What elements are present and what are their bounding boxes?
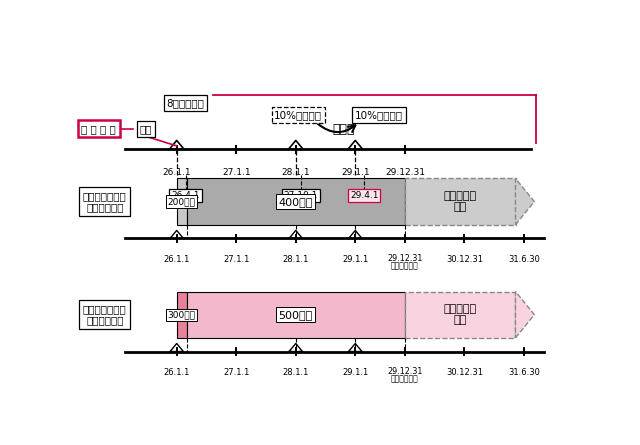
Text: 10%へ引上げ: 10%へ引上げ (355, 110, 403, 120)
Text: 30.12.31: 30.12.31 (446, 368, 483, 377)
Text: ５％: ５％ (140, 124, 152, 134)
Bar (187, 178, 405, 225)
Text: 500万円: 500万円 (278, 310, 313, 320)
Bar (405, 178, 516, 225)
Bar (187, 291, 405, 338)
Text: 27.1.1: 27.1.1 (222, 168, 250, 177)
Text: 31.6.30: 31.6.30 (508, 368, 540, 377)
FancyArrowPatch shape (317, 124, 355, 132)
Text: 8％へ引上げ: 8％へ引上げ (166, 98, 205, 108)
Text: 29.1.1: 29.1.1 (342, 368, 369, 377)
Polygon shape (515, 178, 534, 225)
Text: 住宅ローン控除
（一般住宅）: 住宅ローン控除 （一般住宅） (83, 191, 127, 212)
Bar (177, 178, 187, 225)
Text: 住宅ローン控除
（認定住宅）: 住宅ローン控除 （認定住宅） (83, 304, 127, 325)
Text: 26.4.1: 26.4.1 (172, 191, 200, 200)
Text: 28.1.1: 28.1.1 (282, 168, 310, 177)
Text: 消 費 税 率: 消 費 税 率 (81, 124, 116, 134)
Bar (177, 291, 187, 338)
Text: （適用期限）: （適用期限） (391, 262, 419, 271)
Text: 31.6.30: 31.6.30 (508, 255, 540, 264)
Text: 200万円: 200万円 (168, 197, 196, 206)
Text: 29.12.31: 29.12.31 (385, 168, 425, 177)
Bar (405, 291, 515, 338)
Text: 27.10.1: 27.10.1 (284, 191, 318, 200)
Text: 26.1.1: 26.1.1 (163, 168, 191, 177)
Text: １年６ヶ月
延長: １年６ヶ月 延長 (444, 304, 477, 325)
Text: 26.1.1: 26.1.1 (164, 255, 190, 264)
Text: 10%へ引上げ: 10%へ引上げ (275, 110, 323, 120)
Text: 27.1.1: 27.1.1 (223, 368, 250, 377)
Text: １年半: １年半 (332, 123, 355, 136)
Text: 29.1.1: 29.1.1 (342, 255, 369, 264)
Text: 29.4.1: 29.4.1 (350, 191, 378, 200)
Text: 28.1.1: 28.1.1 (283, 368, 309, 377)
Text: １年６ヶ月
延長: １年６ヶ月 延長 (444, 191, 477, 212)
Text: 27.1.1: 27.1.1 (223, 255, 250, 264)
Text: （適用期限）: （適用期限） (391, 375, 419, 384)
Text: 30.12.31: 30.12.31 (446, 255, 483, 264)
Text: 29.12.31: 29.12.31 (387, 254, 422, 263)
Text: 26.1.1: 26.1.1 (164, 368, 190, 377)
Polygon shape (515, 291, 534, 338)
Text: 300万円: 300万円 (168, 310, 196, 319)
Text: 29.12.31: 29.12.31 (387, 367, 422, 376)
Text: 29.1.1: 29.1.1 (341, 168, 369, 177)
Text: 400万円: 400万円 (278, 197, 313, 206)
Text: 28.1.1: 28.1.1 (283, 255, 309, 264)
